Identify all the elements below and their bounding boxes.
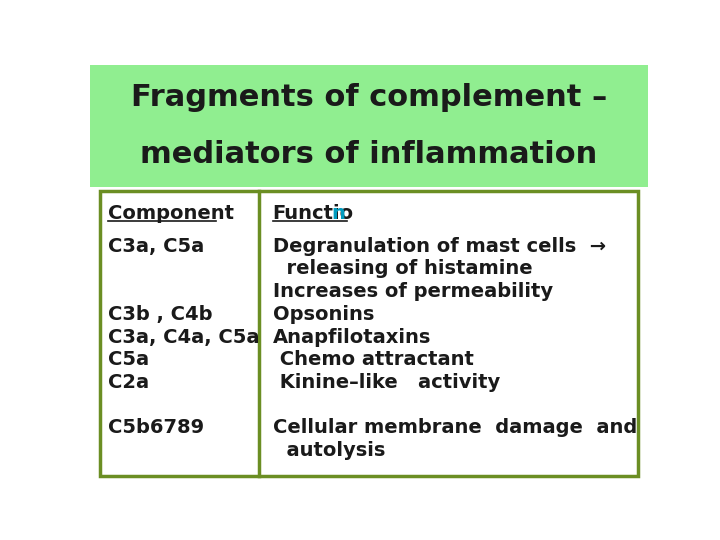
Text: C3a, C5a: C3a, C5a	[108, 237, 204, 256]
FancyBboxPatch shape	[90, 65, 648, 187]
Text: Degranulation of mast cells  →: Degranulation of mast cells →	[273, 237, 606, 256]
Text: Fragments of complement –: Fragments of complement –	[131, 83, 607, 112]
Text: releasing of histamine: releasing of histamine	[273, 259, 532, 279]
Text: C2a: C2a	[108, 373, 149, 392]
Text: C3b , C4b: C3b , C4b	[108, 305, 212, 324]
Text: C5b6789: C5b6789	[108, 418, 204, 437]
Text: n: n	[331, 205, 345, 224]
Text: Anapfilotaxins: Anapfilotaxins	[273, 328, 431, 347]
Text: Kinine–like   activity: Kinine–like activity	[273, 373, 500, 392]
Text: Chemo attractant: Chemo attractant	[273, 350, 474, 369]
Text: Increases of permeability: Increases of permeability	[273, 282, 553, 301]
Text: autolysis: autolysis	[273, 441, 385, 460]
Text: Cellular membrane  damage  and: Cellular membrane damage and	[273, 418, 637, 437]
Text: mediators of inflammation: mediators of inflammation	[140, 140, 598, 169]
Text: C3a, C4a, C5a: C3a, C4a, C5a	[108, 328, 259, 347]
Text: Functio: Functio	[273, 205, 354, 224]
Text: Component: Component	[108, 205, 234, 224]
FancyBboxPatch shape	[100, 191, 638, 476]
Text: Opsonins: Opsonins	[273, 305, 374, 324]
Text: C5a: C5a	[108, 350, 149, 369]
